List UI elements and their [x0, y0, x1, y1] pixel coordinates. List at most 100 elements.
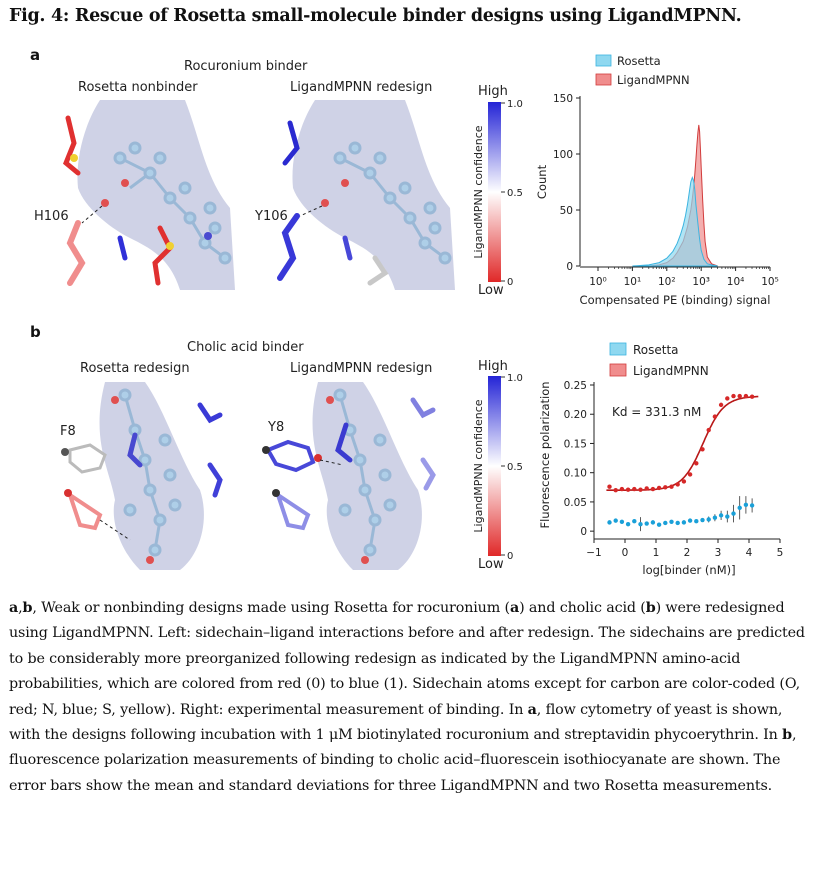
- caption-ref-a: a: [528, 702, 537, 718]
- data-point-ligandmpnn: [638, 487, 642, 491]
- rocuronium-ligandmpnn-structure: [255, 98, 460, 290]
- sidechain-h106: [70, 223, 82, 283]
- sidechain-top: [66, 118, 78, 173]
- data-point-ligandmpnn: [620, 487, 624, 491]
- y-tick-label: 0.10: [564, 468, 587, 480]
- data-point-rosetta: [657, 523, 661, 527]
- data-point-ligandmpnn: [725, 396, 729, 400]
- kd-annotation: Kd = 331.3 nM: [612, 405, 701, 419]
- x-tick-label: 4: [746, 547, 753, 559]
- data-point-rosetta: [682, 520, 686, 524]
- sidechain-mid: [345, 238, 350, 258]
- panel-b-heading: Cholic acid binder: [187, 340, 304, 355]
- panel-b-left-title: Rosetta redesign: [80, 361, 190, 376]
- legend-swatch: [596, 74, 611, 85]
- fluorescence-polarization-chart: Rosetta LigandMPNN 0 0.05 0.10 0.15 0.20 0.25 −1…: [532, 335, 802, 585]
- data-point-ligandmpnn: [663, 485, 667, 489]
- data-point-rosetta: [744, 503, 748, 507]
- y-tick-label: 0: [580, 526, 587, 538]
- data-point-rosetta: [632, 519, 636, 523]
- x-tick-label: 10¹: [624, 276, 642, 288]
- ligand-oxygen: [341, 179, 349, 187]
- x-tick-label: 2: [684, 547, 691, 559]
- data-point-rosetta: [688, 518, 692, 522]
- data-point-ligandmpnn: [738, 394, 742, 398]
- caption-ref-b: b: [646, 600, 656, 616]
- panel-a-letter: a: [30, 46, 40, 64]
- colorbar-gradient: [488, 376, 501, 556]
- sidechain-blue2: [210, 465, 220, 495]
- x-tick-label: 3: [715, 547, 722, 559]
- colorbar-b-tick: 0.5: [507, 462, 523, 473]
- ligand-oxygen: [321, 199, 329, 207]
- legend-label: Rosetta: [633, 343, 679, 357]
- colorbar-a-tick: 0: [507, 277, 513, 286]
- y-tick-label: 100: [553, 149, 573, 161]
- data-point-ligandmpnn: [713, 414, 717, 418]
- ligand-oxygen: [101, 199, 109, 207]
- x-tick-label: 10⁴: [727, 276, 745, 288]
- data-point-rosetta: [651, 520, 655, 524]
- data-point-rosetta: [750, 503, 754, 507]
- y-axis-label: Count: [535, 164, 549, 199]
- legend-label: LigandMPNN: [617, 73, 690, 87]
- x-axis-label: log[binder (nM)]: [642, 563, 735, 577]
- data-point-rosetta: [620, 520, 624, 524]
- data-point-rosetta: [713, 516, 717, 520]
- data-point-ligandmpnn: [614, 488, 618, 492]
- y-tick-label: 0.05: [564, 497, 587, 509]
- data-point-ligandmpnn: [651, 487, 655, 491]
- data-point-rosetta: [731, 511, 735, 515]
- colorbar-b-high: High: [478, 359, 508, 374]
- caption-text-1: , Weak or nonbinding designs made using …: [32, 600, 510, 616]
- cholic-rosetta-structure: [50, 380, 250, 572]
- sidechain-tyr-blue: [278, 495, 308, 528]
- sidechain-blue2: [423, 460, 433, 488]
- ligand-oxygen: [121, 179, 129, 187]
- data-point-ligandmpnn: [750, 394, 754, 398]
- colorbar-a-high: High: [478, 84, 508, 99]
- x-tick-label: 10³: [692, 276, 710, 288]
- data-point-ligandmpnn: [688, 472, 692, 476]
- panel-b-letter: b: [30, 323, 41, 341]
- colorbar-a: 1.0 0.5 0 LigandMPNN confidence: [468, 100, 528, 286]
- x-tick-label: 10⁰: [589, 276, 607, 288]
- x-tick-label: 1: [653, 547, 660, 559]
- y-tick-label: 0: [566, 261, 573, 273]
- legend-swatch: [596, 55, 611, 66]
- data-point-ligandmpnn: [744, 394, 748, 398]
- binding-pocket-surface: [313, 382, 422, 570]
- colorbar-a-label: LigandMPNN confidence: [472, 125, 485, 258]
- data-point-ligandmpnn: [682, 479, 686, 483]
- data-point-rosetta: [607, 520, 611, 524]
- binding-pocket-surface: [292, 100, 455, 290]
- data-point-ligandmpnn: [669, 485, 673, 489]
- x-tick-label: −1: [586, 547, 601, 559]
- data-point-rosetta: [663, 521, 667, 525]
- data-point-ligandmpnn: [719, 403, 723, 407]
- x-tick-label: 10⁵: [761, 276, 779, 288]
- colorbar-gradient: [488, 102, 501, 282]
- caption-ref-a: a: [9, 600, 18, 616]
- colorbar-b-label: LigandMPNN confidence: [472, 399, 485, 532]
- data-point-rosetta: [626, 522, 630, 526]
- colorbar-a-tick: 0.5: [507, 188, 523, 199]
- sidechain-f8: [70, 445, 105, 472]
- panel-b-right-title: LigandMPNN redesign: [290, 361, 432, 376]
- caption-ref-a: a: [510, 600, 519, 616]
- data-point-ligandmpnn: [657, 486, 661, 490]
- y-tick-label: 50: [560, 205, 573, 217]
- x-tick-label: 5: [777, 547, 784, 559]
- x-tick-label: 10²: [658, 276, 676, 288]
- data-point-rosetta: [707, 517, 711, 521]
- colorbar-b: 1.0 0.5 0 LigandMPNN confidence: [468, 374, 528, 560]
- ligand-nitrogen: [204, 232, 212, 240]
- caption-ref-b: b: [782, 727, 792, 743]
- data-point-ligandmpnn: [645, 486, 649, 490]
- data-point-rosetta: [614, 518, 618, 522]
- sidechain-tyr-red: [70, 495, 100, 528]
- data-point-ligandmpnn: [632, 487, 636, 491]
- legend-label: Rosetta: [617, 54, 661, 68]
- caption-ref-b: b: [23, 600, 33, 616]
- x-tick-label: 0: [622, 547, 629, 559]
